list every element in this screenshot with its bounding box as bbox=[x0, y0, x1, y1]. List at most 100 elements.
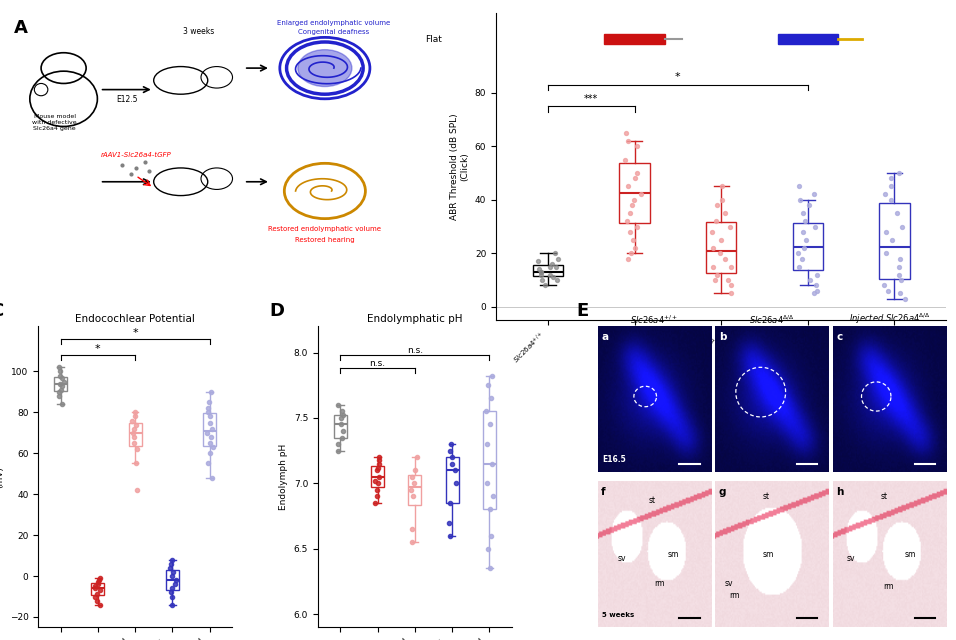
Point bbox=[704, 227, 719, 237]
Point bbox=[51, 387, 66, 397]
Text: n.s.: n.s. bbox=[370, 358, 385, 367]
Point bbox=[53, 379, 68, 389]
Text: sm: sm bbox=[904, 550, 916, 559]
Point bbox=[127, 407, 142, 417]
Point bbox=[550, 275, 565, 285]
Point bbox=[883, 195, 899, 205]
Text: Restored hearing: Restored hearing bbox=[295, 237, 355, 243]
Point bbox=[335, 433, 350, 443]
Point bbox=[367, 498, 382, 508]
Point bbox=[723, 288, 738, 298]
Point bbox=[623, 248, 639, 259]
PathPatch shape bbox=[445, 457, 459, 503]
Point bbox=[335, 426, 350, 436]
Point bbox=[445, 459, 460, 469]
Point bbox=[720, 275, 735, 285]
Point bbox=[479, 478, 494, 488]
Point bbox=[889, 208, 904, 218]
Point bbox=[336, 410, 351, 420]
Text: E16.5: E16.5 bbox=[602, 454, 626, 463]
Point bbox=[52, 391, 67, 401]
Text: Mouse model
with defective
Slc26a4 gene: Mouse model with defective Slc26a4 gene bbox=[33, 114, 76, 131]
PathPatch shape bbox=[793, 223, 823, 270]
Text: c: c bbox=[836, 332, 843, 342]
Text: f: f bbox=[601, 487, 606, 497]
Point bbox=[330, 400, 345, 410]
Point bbox=[199, 428, 214, 438]
Point bbox=[545, 259, 560, 269]
Point bbox=[93, 573, 108, 583]
Point bbox=[542, 269, 557, 280]
Point bbox=[625, 235, 641, 245]
Point bbox=[164, 583, 180, 593]
Text: n.s.: n.s. bbox=[406, 346, 423, 355]
Point bbox=[801, 200, 816, 211]
Text: D: D bbox=[270, 302, 285, 321]
Point bbox=[444, 452, 459, 462]
Point bbox=[878, 248, 893, 259]
Point bbox=[125, 428, 141, 438]
Point bbox=[533, 267, 549, 277]
Point bbox=[481, 380, 496, 390]
Text: rm: rm bbox=[654, 579, 664, 588]
Point bbox=[793, 195, 808, 205]
Point bbox=[714, 181, 729, 191]
Point bbox=[627, 243, 642, 253]
Point bbox=[717, 208, 732, 218]
Point bbox=[410, 452, 425, 462]
Point bbox=[370, 465, 385, 476]
Point bbox=[545, 272, 560, 282]
Point bbox=[443, 498, 458, 508]
Point bbox=[542, 262, 557, 272]
Point bbox=[202, 438, 217, 448]
PathPatch shape bbox=[129, 422, 141, 446]
PathPatch shape bbox=[54, 376, 67, 391]
Point bbox=[164, 554, 180, 564]
Point bbox=[88, 583, 103, 593]
Title: Endolymphatic pH: Endolymphatic pH bbox=[367, 314, 463, 324]
Point bbox=[407, 465, 423, 476]
Point bbox=[164, 571, 180, 581]
Point bbox=[90, 589, 105, 600]
Point bbox=[792, 181, 807, 191]
Point bbox=[205, 473, 220, 483]
Text: *: * bbox=[132, 328, 138, 338]
Point bbox=[532, 264, 547, 275]
Text: Enlarged endolymphatic volume: Enlarged endolymphatic volume bbox=[277, 20, 390, 26]
Point bbox=[53, 371, 68, 381]
Point bbox=[714, 195, 729, 205]
Point bbox=[369, 484, 384, 495]
Point bbox=[802, 275, 817, 285]
Point bbox=[724, 262, 739, 272]
Point bbox=[447, 465, 463, 476]
Point bbox=[371, 459, 386, 469]
Point bbox=[792, 262, 807, 272]
Point bbox=[479, 439, 494, 449]
Point bbox=[534, 275, 550, 285]
Point bbox=[618, 155, 633, 165]
Point bbox=[165, 567, 181, 577]
Point bbox=[484, 371, 499, 381]
Text: sm: sm bbox=[668, 550, 679, 559]
Point bbox=[620, 253, 636, 264]
Point bbox=[443, 531, 458, 541]
Text: st: st bbox=[763, 492, 770, 500]
Point bbox=[478, 406, 493, 417]
PathPatch shape bbox=[166, 570, 179, 590]
Point bbox=[483, 563, 498, 573]
Text: sv: sv bbox=[725, 579, 733, 588]
Point bbox=[124, 415, 140, 426]
Point bbox=[92, 600, 107, 610]
Point bbox=[482, 504, 497, 515]
Y-axis label: ABR Threshold (dB SPL)
(Click): ABR Threshold (dB SPL) (Click) bbox=[450, 113, 469, 220]
Point bbox=[92, 585, 107, 595]
Point bbox=[547, 248, 562, 259]
Text: A: A bbox=[14, 19, 28, 37]
Point bbox=[484, 531, 499, 541]
Point bbox=[897, 294, 912, 304]
Point bbox=[795, 227, 811, 237]
Point bbox=[206, 442, 221, 452]
Point bbox=[483, 393, 498, 403]
Point bbox=[202, 397, 217, 407]
Point bbox=[405, 492, 421, 502]
